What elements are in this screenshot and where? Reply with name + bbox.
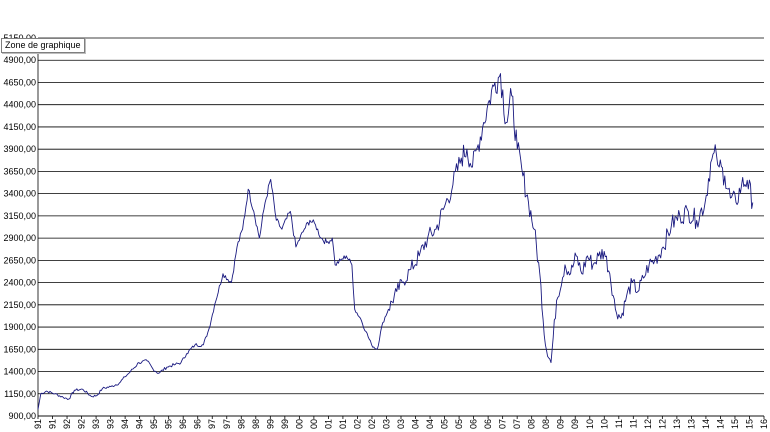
- x-tick-label: 04: [425, 419, 435, 429]
- y-tick-label: 3650,00: [3, 166, 36, 176]
- y-tick-label: 900,00: [8, 411, 36, 421]
- y-tick-label: 1650,00: [3, 344, 36, 354]
- y-tick-label: 2900,00: [3, 233, 36, 243]
- series-group: [37, 73, 754, 410]
- x-tick-label: 93: [91, 419, 101, 429]
- x-tick-label: 15: [730, 419, 740, 429]
- x-tick-label: 16: [759, 419, 769, 429]
- grid-lines: [37, 37, 764, 417]
- x-tick-label: 98: [236, 419, 246, 429]
- y-tick-label: 4900,00: [3, 55, 36, 65]
- y-axis: 900,00 1150,00 1400,00 1650,00 1900,00 2150,0…: [3, 33, 36, 421]
- x-tick-label: 03: [381, 419, 391, 429]
- x-tick-label: 07: [498, 419, 508, 429]
- y-tick-label: 3400,00: [3, 189, 36, 199]
- x-tick-label: 01: [338, 419, 348, 429]
- x-tick-label: 11: [628, 419, 638, 428]
- x-tick-label: 92: [77, 419, 87, 429]
- x-tick-label: 06: [483, 419, 493, 429]
- x-tick-label: 15: [744, 419, 754, 429]
- x-tick-label: 96: [178, 419, 188, 429]
- x-tick-label: 10: [585, 419, 595, 429]
- y-tick-label: 4150,00: [3, 122, 36, 132]
- x-tick-label: 00: [294, 419, 304, 429]
- x-tick-label: 92: [62, 419, 72, 429]
- x-tick-label: 00: [309, 419, 319, 429]
- x-tick-label: 13: [686, 419, 696, 429]
- x-tick-label: 95: [149, 419, 159, 429]
- x-tick-label: 91: [33, 419, 43, 429]
- x-tick-label: 96: [193, 419, 203, 429]
- x-tick-label: 11: [614, 419, 624, 428]
- x-tick-label: 91: [48, 419, 58, 429]
- y-tick-label: 3900,00: [3, 144, 36, 154]
- series-line[interactable]: [37, 73, 754, 410]
- x-tick-label: 98: [251, 419, 261, 429]
- x-tick-label: 93: [106, 419, 116, 429]
- y-tick-label: 4400,00: [3, 100, 36, 110]
- y-tick-label: 3150,00: [3, 211, 36, 221]
- x-tick-label: 99: [280, 419, 290, 429]
- x-tick-label: 08: [541, 419, 551, 429]
- x-tick-label: 14: [715, 419, 725, 429]
- y-tick-label: 2400,00: [3, 278, 36, 288]
- x-tick-label: 09: [556, 419, 566, 429]
- x-tick-label: 09: [570, 419, 580, 429]
- x-tick-label: 04: [411, 419, 421, 429]
- y-tick-label: 1150,00: [4, 389, 36, 399]
- x-tick-label: 14: [701, 419, 711, 429]
- y-tick-label: 1900,00: [3, 322, 36, 332]
- x-tick-label: 06: [469, 419, 479, 429]
- x-tick-label: 99: [265, 419, 275, 429]
- x-tick-label: 94: [120, 419, 130, 429]
- x-tick-label: 03: [396, 419, 406, 429]
- x-tick-label: 95: [164, 419, 174, 429]
- x-tick-label: 97: [222, 419, 232, 429]
- x-tick-label: 94: [135, 419, 145, 429]
- x-tick-label: 08: [527, 419, 537, 429]
- x-tick-label: 02: [367, 419, 377, 429]
- x-axis: 91 91 92 92 93 93 94 94 95 95 96 96 97 97 98 98 99 99 00 00…: [33, 416, 769, 429]
- x-tick-label: 01: [323, 419, 333, 429]
- x-tick-label: 13: [672, 419, 682, 429]
- y-tick-label: 2150,00: [3, 300, 36, 310]
- x-tick-label: 05: [454, 419, 464, 429]
- x-tick-label: 12: [657, 419, 667, 429]
- y-tick-label: 1400,00: [3, 367, 36, 377]
- x-tick-label: 97: [207, 419, 217, 429]
- x-tick-label: 05: [440, 419, 450, 429]
- x-tick-label: 10: [599, 419, 609, 429]
- x-tick-label: 07: [512, 419, 522, 429]
- chart-area-tooltip: Zone de graphique: [1, 38, 85, 53]
- plot-area[interactable]: [38, 38, 764, 416]
- x-tick-label: 02: [352, 419, 362, 429]
- y-tick-label: 2650,00: [3, 255, 36, 265]
- y-tick-label: 4650,00: [3, 77, 36, 87]
- x-tick-label: 12: [643, 419, 653, 429]
